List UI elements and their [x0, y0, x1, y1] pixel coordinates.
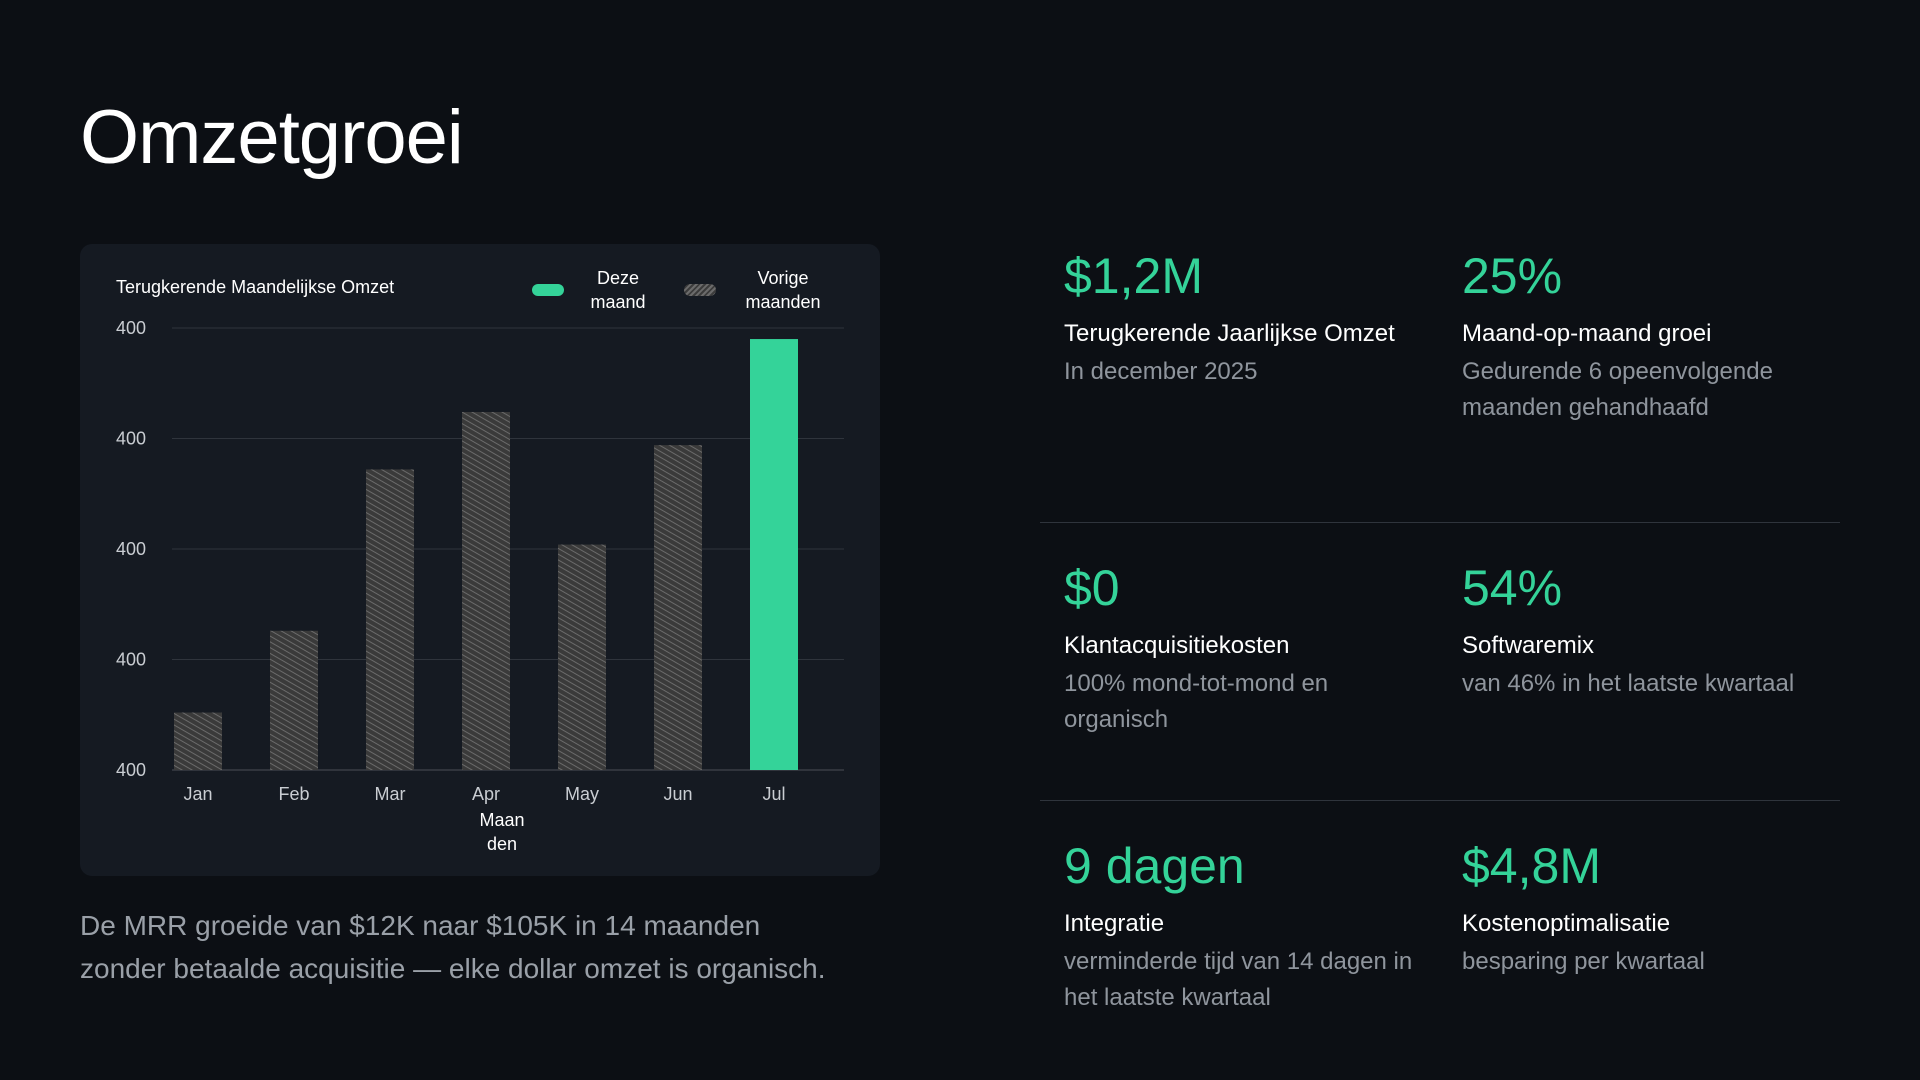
legend-swatch-previous [684, 284, 716, 296]
stats-row: $0 Klantacquisitiekosten 100% mond-tot-m… [1040, 522, 1840, 800]
page-title: Omzetgroei [80, 95, 464, 180]
stat-value: $0 [1064, 560, 1120, 616]
bar-chart: 400 400 400 400 400 Jan Feb Mar Apr May Jun Jul Maan… [116, 318, 844, 854]
stat-label: Integratie [1064, 910, 1165, 937]
bar-jul [750, 339, 798, 770]
stat-label: Kostenoptimalisatie [1462, 910, 1671, 937]
stats-grid: $1,2M Terugkerende Jaarlijkse Omzet In d… [1040, 244, 1840, 1078]
stat-value: 9 dagen [1064, 838, 1245, 894]
stat-mom-growth: 25% Maand-op-maand groei Gedurende 6 ope… [1462, 244, 1822, 426]
y-tick-label: 400 [116, 429, 146, 449]
legend-label-current: Deze maand [590, 268, 646, 312]
x-tick-label: Mar [375, 784, 406, 804]
stat-subtext: verminderde tijd van 14 dagen in het laa… [1064, 948, 1413, 1011]
stat-value: $1,2M [1064, 248, 1203, 304]
stat-software-mix: 54% Softwaremix van 46% in het laatste k… [1462, 556, 1822, 702]
bar-may [558, 544, 606, 770]
x-tick-label: May [565, 784, 599, 804]
bar-mar [366, 469, 414, 770]
chart-card: Terugkerende Maandelijkse Omzet Deze maa… [80, 244, 880, 876]
legend-item-current: Deze maand [532, 266, 650, 314]
stat-subtext: Gedurende 6 opeenvolgende maanden gehand… [1462, 358, 1773, 421]
x-tick-label: Jul [762, 784, 785, 804]
x-axis-label: Maan den [479, 810, 524, 854]
stat-value: 54% [1462, 560, 1563, 616]
stat-label: Terugkerende Jaarlijkse Omzet [1064, 320, 1395, 347]
bar-jun [654, 445, 702, 770]
stat-label: Maand-op-maand groei [1462, 320, 1712, 347]
chart-description: De MRR groeide van $12K naar $105K in 14… [80, 910, 826, 984]
stat-value: 25% [1462, 248, 1563, 304]
y-tick-label: 400 [116, 539, 146, 559]
stat-subtext: In december 2025 [1064, 358, 1258, 385]
stat-cac: $0 Klantacquisitiekosten 100% mond-tot-m… [1064, 556, 1424, 738]
stat-label: Klantacquisitiekosten [1064, 632, 1290, 659]
x-tick-label: Jan [183, 784, 212, 804]
y-tick-label: 400 [116, 760, 146, 780]
stat-integration: 9 dagen Integratie verminderde tijd van … [1064, 834, 1424, 1016]
bar-apr [462, 411, 510, 770]
chart-title: Terugkerende Maandelijkse Omzet [116, 277, 395, 297]
chart-legend: Deze maand Vorige maanden [498, 266, 828, 314]
x-tick-label: Jun [663, 784, 692, 804]
stat-cost-optimization: $4,8M Kostenoptimalisatie besparing per … [1462, 834, 1822, 980]
stat-subtext: van 46% in het laatste kwartaal [1462, 670, 1795, 697]
x-tick-label: Feb [278, 784, 309, 804]
stat-value: $4,8M [1462, 838, 1601, 894]
stat-arr: $1,2M Terugkerende Jaarlijkse Omzet In d… [1064, 244, 1424, 390]
legend-item-previous: Vorige maanden [684, 266, 828, 314]
stats-row: 9 dagen Integratie verminderde tijd van … [1040, 800, 1840, 1078]
x-tick-label: Apr [472, 784, 500, 804]
legend-swatch-current [532, 284, 564, 296]
legend-label-previous: Vorige maanden [745, 268, 821, 312]
stat-subtext: 100% mond-tot-mond en organisch [1064, 670, 1329, 733]
stat-subtext: besparing per kwartaal [1462, 948, 1705, 975]
stat-label: Softwaremix [1462, 632, 1595, 659]
y-tick-label: 400 [116, 318, 146, 338]
stats-row: $1,2M Terugkerende Jaarlijkse Omzet In d… [1040, 244, 1840, 522]
bar-jan [174, 712, 222, 770]
y-tick-label: 400 [116, 650, 146, 670]
bar-feb [270, 630, 318, 770]
